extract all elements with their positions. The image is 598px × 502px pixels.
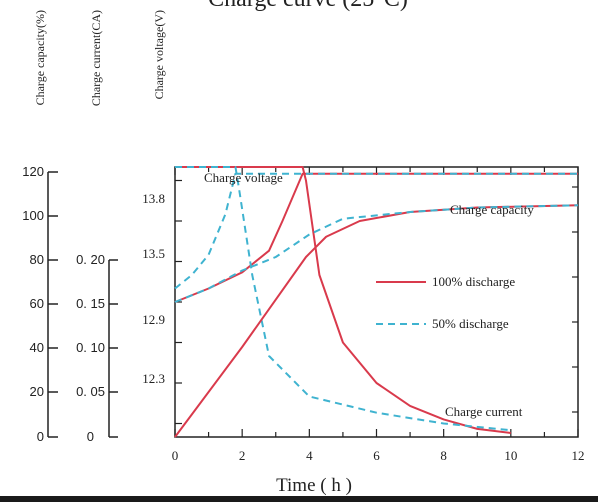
capacity-tick-label: 80	[30, 252, 44, 267]
chart-title: Charge curve (25°C)	[208, 0, 408, 12]
x-tick-label: 6	[373, 448, 380, 463]
capacity-tick-label: 40	[30, 340, 44, 355]
x-tick-label: 10	[504, 448, 517, 463]
capacity-tick-label: 100	[22, 208, 44, 223]
plot-edge-ticks	[174, 167, 579, 437]
capacity-tick-label: 120	[22, 164, 44, 179]
current-axis-ticks	[109, 259, 118, 438]
x-axis-title: Time ( h )	[276, 475, 352, 496]
x-tick-label: 8	[440, 448, 447, 463]
legend-label-100: 100% discharge	[432, 274, 515, 289]
capacity-tick-label: 60	[30, 296, 44, 311]
capacity-axis-title: Charge capacity(%)	[33, 10, 47, 105]
x-tick-label: 4	[306, 448, 313, 463]
current-tick-label: 0. 05	[76, 384, 105, 399]
current-axis-title: Charge current(CA)	[89, 10, 103, 106]
current-tick-label: 0. 20	[76, 252, 105, 267]
charge-voltage-50-series-line	[174, 172, 578, 290]
annotation-charge-current: Charge current	[445, 404, 523, 419]
current-tick-label: 0. 10	[76, 340, 105, 355]
capacity-tick-label: 0	[37, 429, 44, 444]
charge-current-100-series-line	[175, 165, 511, 434]
capacity-tick-label: 20	[30, 384, 44, 399]
legend-label-50: 50% discharge	[432, 316, 509, 331]
capacity-axis-ticks	[48, 171, 58, 438]
voltage-tick-label: 13.8	[142, 191, 165, 206]
voltage-axis-title: Charge voltage(V)	[152, 10, 166, 99]
annotation-charge-capacity: Charge capacity	[450, 202, 534, 217]
x-tick-label: 2	[239, 448, 246, 463]
bottom-rule	[0, 496, 598, 502]
curves-group	[174, 165, 579, 438]
x-tick-label: 0	[172, 448, 179, 463]
charge-capacity-100-series-line	[174, 204, 579, 438]
charge-current-50-series-line	[175, 166, 511, 432]
current-tick-label: 0. 15	[76, 296, 105, 311]
voltage-tick-label: 12.9	[142, 312, 165, 327]
voltage-tick-label: 13.5	[142, 246, 165, 261]
charge-capacity-50-series-line	[174, 204, 579, 303]
current-tick-label: 0	[87, 429, 94, 444]
x-axis-tick-labels: 0 2 4 6 8 10 12	[172, 448, 585, 463]
annotation-charge-voltage: Charge voltage	[204, 170, 283, 185]
voltage-tick-label: 12.3	[142, 371, 165, 386]
x-tick-label: 12	[572, 448, 585, 463]
